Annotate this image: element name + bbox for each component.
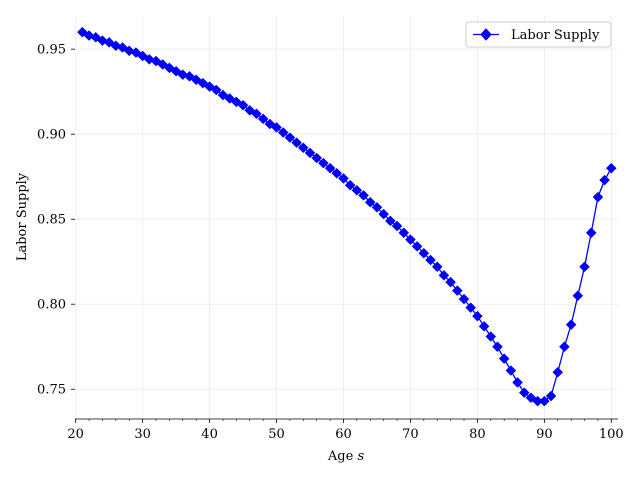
- data-point-marker: [485, 331, 497, 342]
- data-point-marker: [438, 269, 450, 281]
- x-tick-label: 100: [599, 427, 624, 442]
- data-point-marker: [451, 285, 463, 296]
- data-point-marker: [271, 122, 282, 133]
- data-point-marker: [492, 341, 503, 353]
- y-tick-label: 0.90: [37, 128, 66, 143]
- data-point-marker: [338, 173, 349, 184]
- data-point-marker: [311, 152, 323, 164]
- x-axis-label-variable: s: [357, 449, 364, 464]
- y-tick-label: 0.80: [37, 298, 66, 313]
- plot-area: [77, 26, 617, 407]
- data-point-marker: [210, 84, 222, 96]
- x-tick-label: 30: [134, 427, 151, 442]
- data-point-marker: [237, 99, 249, 111]
- data-point-marker: [398, 227, 410, 239]
- legend: Labor Supply: [465, 21, 612, 48]
- y-tick-label: 0.75: [37, 383, 66, 398]
- legend-label: Labor Supply: [511, 28, 600, 43]
- data-point-marker: [512, 377, 523, 388]
- data-point-marker: [217, 89, 229, 101]
- data-point-marker: [83, 30, 95, 41]
- data-point-marker: [77, 26, 88, 38]
- data-point-marker: [324, 162, 336, 174]
- data-point-marker: [411, 241, 423, 252]
- data-point-marker: [445, 276, 456, 288]
- data-point-marker: [344, 179, 356, 191]
- data-point-marker: [277, 127, 289, 138]
- data-point-marker: [458, 293, 470, 305]
- data-point-marker: [150, 55, 162, 67]
- data-point-marker: [304, 147, 316, 159]
- data-point-marker: [371, 201, 383, 213]
- data-point-marker: [545, 390, 557, 402]
- data-point-marker: [505, 365, 517, 376]
- y-tick-label: 0.95: [37, 43, 66, 58]
- x-axis-label: Age s: [327, 449, 365, 464]
- data-point-marker: [592, 191, 604, 203]
- data-point-marker: [351, 184, 363, 196]
- legend-marker: [480, 28, 492, 41]
- data-point-marker: [538, 395, 550, 407]
- data-point-marker: [331, 167, 343, 179]
- y-tick-label: 0.85: [37, 213, 66, 228]
- data-point-marker: [385, 215, 396, 227]
- data-point-marker: [431, 261, 443, 273]
- data-point-marker: [572, 290, 584, 302]
- data-point-marker: [585, 227, 597, 239]
- data-point-marker: [197, 77, 209, 89]
- data-point-marker: [177, 69, 189, 81]
- data-point-marker: [257, 113, 269, 125]
- legend-box: [465, 21, 612, 48]
- x-tick-label: 40: [201, 427, 218, 442]
- x-tick-label: 50: [268, 427, 285, 442]
- x-tick-label: 90: [536, 427, 553, 442]
- data-point-marker: [559, 341, 570, 353]
- data-point-marker: [164, 62, 175, 74]
- y-axis-label: Labor Supply: [15, 172, 30, 261]
- data-point-marker: [418, 247, 430, 259]
- data-point-marker: [498, 353, 510, 364]
- data-point-marker: [565, 319, 577, 330]
- x-tick-label: 20: [67, 427, 84, 442]
- data-point-marker: [90, 31, 102, 43]
- x-tick-label: 80: [469, 427, 486, 442]
- data-point-marker: [579, 261, 590, 273]
- data-point-marker: [251, 108, 262, 120]
- y-axis-ticks: 0.75 0.80 0.85 0.90 0.95: [37, 43, 75, 398]
- x-tick-label: 70: [402, 427, 419, 442]
- x-axis-label-main: Age: [327, 449, 358, 464]
- data-point-marker: [552, 366, 564, 378]
- grid-lines: [75, 16, 618, 419]
- data-point-marker: [478, 320, 490, 332]
- data-point-marker: [284, 132, 296, 143]
- data-point-marker: [605, 162, 617, 174]
- data-point-marker: [465, 302, 477, 313]
- data-point-marker: [364, 196, 376, 208]
- data-point-marker: [318, 157, 329, 169]
- series-line: [82, 31, 612, 402]
- data-point-marker: [405, 234, 416, 245]
- data-point-marker: [358, 190, 369, 201]
- data-point-marker: [123, 45, 135, 57]
- data-point-marker: [472, 310, 483, 322]
- data-point-marker: [599, 174, 610, 186]
- x-tick-label: 60: [335, 427, 352, 442]
- x-axis-ticks: 20 30 40 50 60 70 80 90 100: [67, 419, 624, 442]
- data-point-marker: [391, 220, 403, 232]
- data-point-marker: [137, 50, 148, 62]
- data-point-marker: [184, 71, 195, 82]
- data-point-marker: [518, 387, 530, 398]
- data-point-marker: [378, 208, 390, 220]
- data-point-marker: [291, 137, 302, 149]
- data-point-marker: [297, 142, 309, 154]
- data-point-marker: [117, 42, 128, 53]
- data-point-marker: [103, 37, 115, 48]
- data-point-marker: [425, 254, 436, 266]
- data-point-marker: [224, 93, 236, 104]
